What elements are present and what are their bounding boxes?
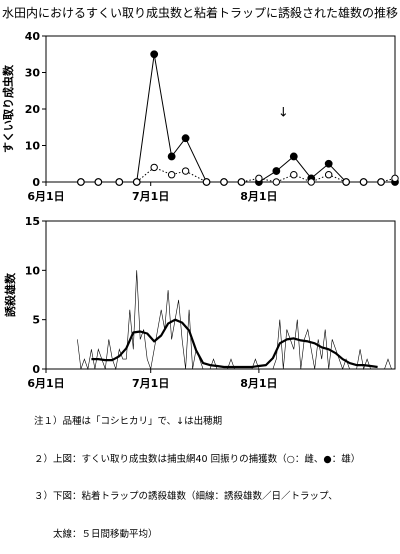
lower-x-tick-label: 8月1日	[240, 377, 277, 390]
upper-female-point	[307, 178, 315, 186]
upper-female-point	[290, 171, 298, 179]
lower-y-tick-label: 10	[25, 264, 41, 277]
upper-female-point	[255, 174, 263, 183]
upper-y-tick-label: 0	[32, 176, 40, 189]
heading-date-arrow: ↓	[278, 105, 289, 120]
upper-female-point	[94, 178, 103, 186]
upper-female-point	[202, 178, 211, 186]
upper-male-point	[324, 159, 333, 168]
upper-x-tick-label: 8月1日	[240, 190, 277, 203]
lower-series-0-line	[77, 270, 395, 371]
upper-female-point	[181, 167, 190, 175]
figure-title: 水田内におけるすくい取り成虫数と粘着トラップに誘殺された雄数の推移	[2, 5, 398, 20]
upper-male-point	[150, 50, 159, 59]
upper-series-0-line	[80, 54, 395, 183]
upper-female-point	[77, 178, 85, 186]
upper-female-point	[391, 174, 399, 183]
figure-notes: 注１）品種は「コシヒカリ」で、↓は出穂期 ２）上図：すくい取り成虫数は捕虫網40…	[34, 391, 396, 554]
upper-male-point	[181, 134, 190, 143]
upper-y-axis-label: すくい取り成虫数	[1, 64, 15, 153]
upper-female-point	[377, 178, 385, 186]
upper-y-tick-label: 40	[25, 30, 41, 43]
upper-female-point	[237, 178, 246, 186]
upper-y-tick-label: 10	[25, 140, 41, 153]
upper-female-point	[342, 178, 350, 186]
lower-plot-frame	[45, 220, 396, 370]
note-line-4: 太線：５日間移動平均）	[34, 528, 158, 540]
upper-female-point	[150, 163, 158, 172]
lower-series-1-line	[91, 318, 378, 369]
upper-female-point	[324, 171, 333, 179]
upper-male-point	[272, 167, 281, 175]
lower-y-tick-label: 5	[32, 314, 40, 327]
upper-x-tick-label: 7月1日	[132, 190, 169, 203]
upper-female-point	[167, 171, 176, 179]
figure: 水田内におけるすくい取り成虫数と粘着トラップに誘殺された雄数の推移 0 10 20 3…	[1, 5, 399, 390]
upper-x-tick-label: 6月1日	[27, 190, 64, 203]
upper-female-point	[272, 178, 281, 186]
upper-y-tick-label: 20	[25, 103, 41, 116]
upper-female-point	[359, 178, 368, 186]
lower-y-axis-label: 誘殺雄数	[3, 272, 17, 317]
note-line-1: 注１）品種は「コシヒカリ」で、↓は出穂期	[34, 416, 223, 427]
note-line-2: ２）上図：すくい取り成虫数は捕虫網40 回振りの捕獲数（○：雌、●：雄）	[34, 453, 361, 465]
upper-male-point	[289, 152, 298, 161]
lower-x-tick-label: 6月1日	[27, 377, 64, 390]
lower-y-tick-label: 15	[25, 215, 40, 228]
lower-chart: 0 5 10 15 6月1日 7月1日 8月1日 誘殺雄数	[3, 215, 396, 390]
lower-y-tick-label: 0	[32, 363, 40, 376]
upper-male-point	[167, 152, 176, 161]
upper-female-point	[115, 178, 123, 186]
note-line-3: ３）下図：粘着トラップの誘殺雄数（細線：誘殺雄数／日／トラップ、	[34, 491, 338, 502]
upper-female-point	[220, 178, 228, 186]
upper-plot-frame	[45, 35, 396, 183]
upper-chart: 0 10 20 30 40 6月1日 7月1日 8月1日 すくい取り成虫数 ↓	[1, 30, 399, 203]
upper-y-tick-label: 30	[25, 67, 41, 80]
lower-x-tick-label: 7月1日	[132, 377, 169, 390]
upper-female-point	[133, 178, 141, 186]
